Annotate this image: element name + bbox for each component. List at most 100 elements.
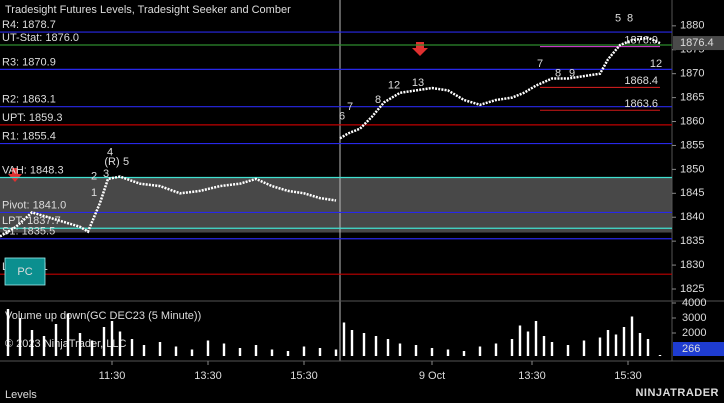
level-label: R1: 1855.4 xyxy=(2,130,56,142)
y-tick-label: 1835 xyxy=(680,235,704,247)
volume-bar xyxy=(374,336,378,356)
volume-bar xyxy=(362,333,366,356)
volume-bar xyxy=(542,336,546,356)
level-label: UT-Stat: 1876.0 xyxy=(2,32,79,44)
volume-bar xyxy=(190,349,194,356)
volume-bar xyxy=(582,340,586,356)
volume-bar xyxy=(342,322,346,356)
volume-bar xyxy=(238,348,242,356)
value-area xyxy=(0,177,672,233)
volume-tick-label: 2000 xyxy=(682,327,706,339)
volume-bar xyxy=(254,345,258,356)
volume-bar xyxy=(6,309,10,356)
volume-bar xyxy=(78,333,82,356)
price-marker-label: 1876.9 xyxy=(624,35,658,47)
volume-bar xyxy=(334,349,338,356)
x-tick-label: 9 Oct xyxy=(419,370,445,382)
y-tick-label: 1845 xyxy=(680,187,704,199)
signal-label: 12 xyxy=(388,80,400,92)
volume-bar xyxy=(42,336,46,356)
y-tick-label: 1865 xyxy=(680,92,704,104)
signal-label: 13 xyxy=(412,77,424,89)
down-arrow xyxy=(8,168,22,182)
price-marker-label: 1863.6 xyxy=(624,98,658,110)
volume-bar xyxy=(414,345,418,356)
y-tick-label: 1825 xyxy=(680,283,704,295)
volume-bar xyxy=(606,330,610,356)
price-line xyxy=(339,36,661,140)
last-price-badge xyxy=(673,36,724,51)
signal-label: 12 xyxy=(650,58,662,70)
volume-bar xyxy=(550,342,554,356)
signal-label: 7 xyxy=(347,101,353,113)
volume-bar xyxy=(286,351,290,356)
signal-label: 4 xyxy=(107,147,113,159)
volume-bar xyxy=(102,327,106,356)
signal-label: 8 xyxy=(627,13,633,25)
volume-title: Volume up down(GC DEC23 (5 Minute)) xyxy=(5,310,201,322)
pc-button[interactable] xyxy=(4,257,46,286)
price-line xyxy=(0,175,337,238)
volume-bar xyxy=(446,349,450,356)
level-label: R4: 1878.7 xyxy=(2,19,56,31)
x-tick-label: 13:30 xyxy=(194,370,222,382)
volume-bar xyxy=(302,346,306,356)
y-tick-label: 1840 xyxy=(680,211,704,223)
y-tick-label: 1870 xyxy=(680,68,704,80)
signal-label: 8 xyxy=(375,94,381,106)
volume-bar xyxy=(638,333,642,356)
volume-bar xyxy=(66,313,70,356)
volume-bar xyxy=(462,351,466,356)
volume-bar xyxy=(658,355,662,356)
volume-tick-label: 4000 xyxy=(682,297,706,309)
signal-label: 6 xyxy=(339,111,345,123)
price-marker-label: 1868.4 xyxy=(624,75,658,87)
last-volume-label: 266 xyxy=(682,343,700,355)
volume-bar xyxy=(534,321,538,356)
volume-bar xyxy=(54,324,58,356)
x-tick-label: 15:30 xyxy=(290,370,318,382)
signal-label: 2 xyxy=(91,170,97,182)
x-tick-label: 11:30 xyxy=(99,370,126,382)
volume-bar xyxy=(142,345,146,356)
volume-bar xyxy=(90,340,94,356)
volume-bar xyxy=(350,330,354,356)
level-label: R2: 1863.1 xyxy=(2,94,56,106)
volume-bar xyxy=(646,339,650,356)
signal-label: 5 xyxy=(615,13,621,25)
y-tick-label: 1850 xyxy=(680,163,704,175)
level-label: LPT: 1837.7 xyxy=(2,215,61,227)
volume-bar xyxy=(478,346,482,356)
volume-bar xyxy=(206,340,210,356)
volume-bar xyxy=(430,348,434,356)
volume-bar xyxy=(118,331,122,356)
volume-bar xyxy=(110,321,114,356)
volume-bar xyxy=(398,343,402,356)
y-tick-label: 1855 xyxy=(680,139,704,151)
signal-label: (R) xyxy=(104,156,119,168)
level-label: R3: 1870.9 xyxy=(2,56,56,68)
y-tick-label: 1880 xyxy=(680,20,704,32)
x-tick-label: 15:30 xyxy=(614,370,642,382)
chart-title: Tradesight Futures Levels, Tradesight Se… xyxy=(5,4,291,16)
volume-bar xyxy=(270,349,274,356)
volume-bar xyxy=(566,345,570,356)
pc-button-label[interactable]: PC xyxy=(17,266,32,278)
volume-bar xyxy=(518,325,522,356)
brand-logo: NINJATRADER xyxy=(635,387,719,399)
volume-bar xyxy=(614,334,618,356)
copyright: © 2023 NinjaTrader, LLC xyxy=(5,338,126,350)
tab-label[interactable]: Levels xyxy=(5,389,37,401)
volume-bar xyxy=(174,346,178,356)
volume-bar xyxy=(318,348,322,356)
level-label: VAH: 1848.3 xyxy=(2,164,64,176)
volume-bar xyxy=(526,331,530,356)
y-tick-label: 1860 xyxy=(680,115,704,127)
volume-bar xyxy=(598,337,602,356)
y-tick-label: 1830 xyxy=(680,259,704,271)
signal-label: 9 xyxy=(569,68,575,80)
signal-label: 5 xyxy=(123,156,129,168)
volume-bar xyxy=(30,330,34,356)
volume-bar xyxy=(622,327,626,356)
